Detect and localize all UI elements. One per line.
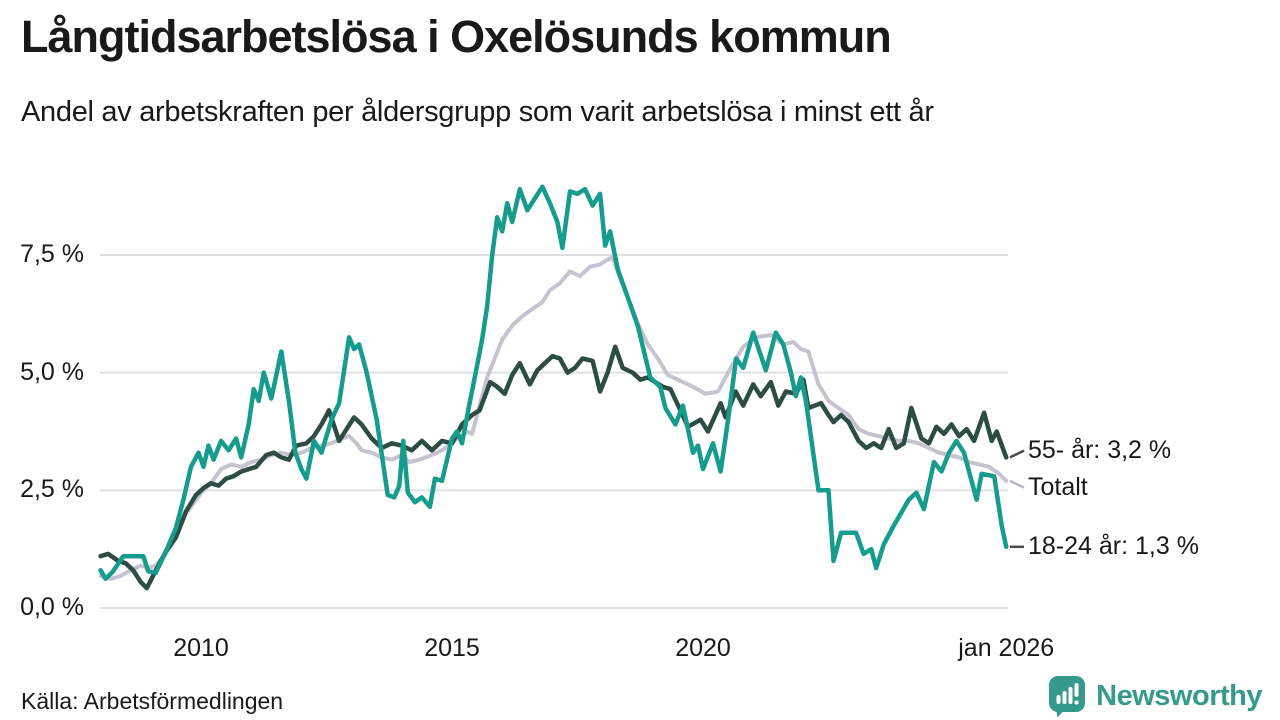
series-end-label-Totalt: Totalt <box>1028 472 1088 501</box>
series-line-18-24-r <box>98 184 1009 582</box>
series-line-Totalt <box>98 255 1009 581</box>
x-axis-tick-label: jan 2026 <box>958 634 1055 662</box>
label-connectors <box>1009 449 1025 549</box>
page-title: Långtidsarbetslösa i Oxelösunds kommun <box>21 11 892 62</box>
chart-subtitle: Andel av arbetskraften per åldersgrupp s… <box>21 96 934 128</box>
y-axis-tick-label: 2,5 % <box>20 475 84 504</box>
series-end-label-55--r: 55- år: 3,2 % <box>1028 435 1172 464</box>
newsworthy-logo-icon <box>1049 676 1086 718</box>
newsworthy-logo-text: Newsworthy <box>1096 679 1262 712</box>
y-axis-tick-label: 0,0 % <box>20 593 84 621</box>
y-axis-tick-label: 5,0 % <box>20 357 84 386</box>
x-axis-tick-label: 2020 <box>675 634 731 662</box>
gridlines <box>100 253 1008 609</box>
series-line-55--r <box>98 344 1009 591</box>
end-label-connector <box>1009 449 1025 459</box>
series-lines <box>98 184 1009 591</box>
x-axis-tick-label: 2010 <box>173 634 229 662</box>
source-note: Källa: Arbetsförmedlingen <box>21 688 284 714</box>
x-axis-tick-label: 2015 <box>424 634 480 662</box>
series-end-label-18-24-r: 18-24 år: 1,3 % <box>1028 531 1199 560</box>
end-label-connector <box>1009 479 1025 489</box>
y-axis-tick-label: 7,5 % <box>20 239 84 268</box>
newsworthy-logo: Newsworthy <box>1047 674 1262 718</box>
